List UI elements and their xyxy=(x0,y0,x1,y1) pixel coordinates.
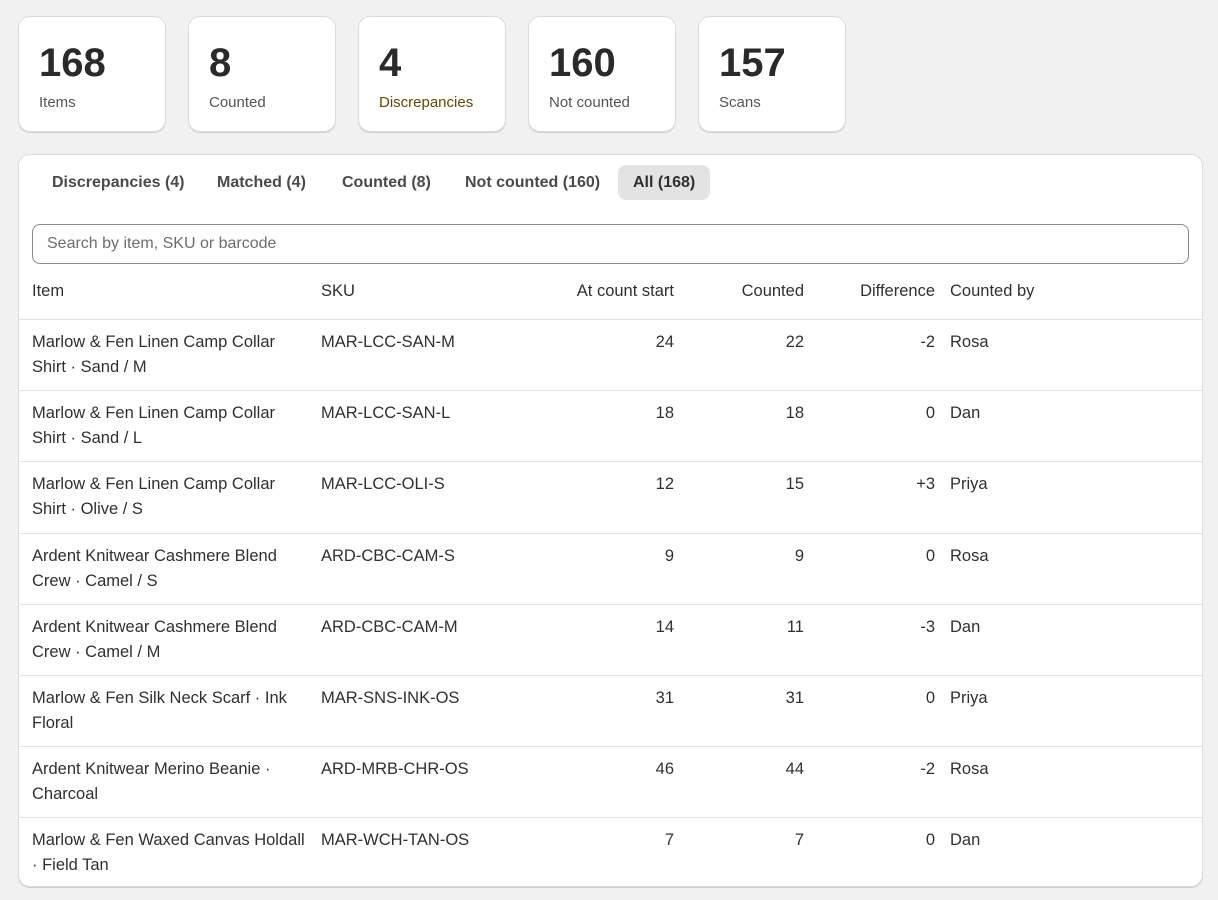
sku: MAR-WCH-TAN-OS xyxy=(321,831,470,850)
filter-tab[interactable]: Not counted (160) xyxy=(465,174,601,191)
difference: 0 xyxy=(925,404,935,423)
counted: 22 xyxy=(785,333,804,351)
stat-value: 8 xyxy=(209,41,232,85)
count-panel: Discrepancies (4) Matched (4) Counted (8) N… xyxy=(18,154,1203,887)
stat-card: 8 Counted xyxy=(188,16,336,132)
stat-label: Scans xyxy=(719,94,761,111)
search-input[interactable]: Search by item, SKU or barcode xyxy=(32,224,1189,264)
counted: 44 xyxy=(785,760,804,779)
column-header: Difference xyxy=(860,282,935,300)
stat-label: Not counted xyxy=(549,94,630,111)
stat-card: 157 Scans xyxy=(698,16,846,132)
row-divider xyxy=(19,390,1202,392)
stat-label: Items xyxy=(39,94,76,111)
sku: ARD-CBC-CAM-S xyxy=(321,546,455,565)
counted-by: Rosa xyxy=(950,333,989,351)
row-divider xyxy=(19,817,1202,819)
stat-label: Discrepancies xyxy=(379,94,474,111)
stat-value: 157 xyxy=(719,41,786,85)
item-name: Marlow & Fen Waxed Canvas Holdall · Fiel… xyxy=(32,831,305,875)
counted: 15 xyxy=(785,475,804,494)
counted-by: Dan xyxy=(950,404,981,423)
count-start: 14 xyxy=(655,617,674,636)
stat-label: Counted xyxy=(209,94,266,111)
difference: 0 xyxy=(925,546,935,565)
row-divider xyxy=(19,746,1202,748)
difference: +3 xyxy=(916,475,935,494)
count-start: 31 xyxy=(655,689,674,707)
counted-by: Rosa xyxy=(950,760,989,779)
sku: MAR-LCC-SAN-L xyxy=(321,404,451,423)
column-header: SKU xyxy=(321,282,355,300)
item-name: Marlow & Fen Linen Camp Collar Shirt · S… xyxy=(32,333,276,376)
stat-value: 160 xyxy=(549,41,616,85)
sku: ARD-CBC-CAM-M xyxy=(321,617,458,636)
counted: 7 xyxy=(794,831,804,850)
row-divider xyxy=(19,603,1202,605)
row-divider xyxy=(19,675,1202,676)
counted-by: Priya xyxy=(950,689,988,707)
stat-card: 4 Discrepancies xyxy=(358,16,506,132)
row-divider xyxy=(19,461,1202,463)
difference: -2 xyxy=(920,760,935,779)
row-divider xyxy=(19,319,1202,320)
column-header: Counted by xyxy=(950,282,1035,300)
item-name: Marlow & Fen Linen Camp Collar Shirt · O… xyxy=(32,475,276,519)
sku: MAR-LCC-OLI-S xyxy=(321,475,445,494)
counted: 31 xyxy=(785,689,804,707)
sku: MAR-SNS-INK-OS xyxy=(321,689,460,707)
column-header: Item xyxy=(32,282,65,300)
counted: 11 xyxy=(786,617,804,636)
difference: -2 xyxy=(920,333,935,351)
filter-tab[interactable]: All (168) xyxy=(618,165,711,200)
count-start: 24 xyxy=(655,333,674,351)
item-name: Ardent Knitwear Merino Beanie · Charcoal xyxy=(32,760,271,804)
stat-value: 168 xyxy=(39,41,106,85)
filter-tab[interactable]: Counted (8) xyxy=(342,174,431,191)
filter-tab[interactable]: Matched (4) xyxy=(217,174,306,191)
row-divider xyxy=(19,532,1202,534)
counted-by: Priya xyxy=(950,475,988,494)
difference: 0 xyxy=(925,831,935,850)
difference: 0 xyxy=(925,689,935,707)
counted-by: Dan xyxy=(950,617,981,636)
sku: MAR-LCC-SAN-M xyxy=(321,333,455,351)
count-start: 9 xyxy=(664,546,674,565)
counted-by: Rosa xyxy=(950,546,989,565)
counted: 9 xyxy=(794,546,804,565)
item-name: Marlow & Fen Silk Neck Scarf · Ink Flora… xyxy=(32,689,287,732)
stat-value: 4 xyxy=(379,41,402,85)
column-header: Counted xyxy=(741,282,804,300)
column-header: At count start xyxy=(576,282,674,300)
difference: -3 xyxy=(920,617,935,636)
count-start: 7 xyxy=(664,831,674,850)
stat-card: 168 Items xyxy=(18,16,166,132)
counted-by: Dan xyxy=(950,831,981,850)
filter-tab[interactable]: Discrepancies (4) xyxy=(52,174,185,191)
count-start: 18 xyxy=(655,404,674,423)
count-start: 46 xyxy=(655,760,674,779)
counted: 18 xyxy=(785,404,804,423)
stat-card: 160 Not counted xyxy=(528,16,676,132)
item-name: Marlow & Fen Linen Camp Collar Shirt · S… xyxy=(32,404,276,448)
item-name: Ardent Knitwear Cashmere Blend Crew · Ca… xyxy=(32,617,277,661)
item-name: Ardent Knitwear Cashmere Blend Crew · Ca… xyxy=(32,546,277,590)
count-start: 12 xyxy=(655,475,674,494)
sku: ARD-MRB-CHR-OS xyxy=(321,760,469,779)
